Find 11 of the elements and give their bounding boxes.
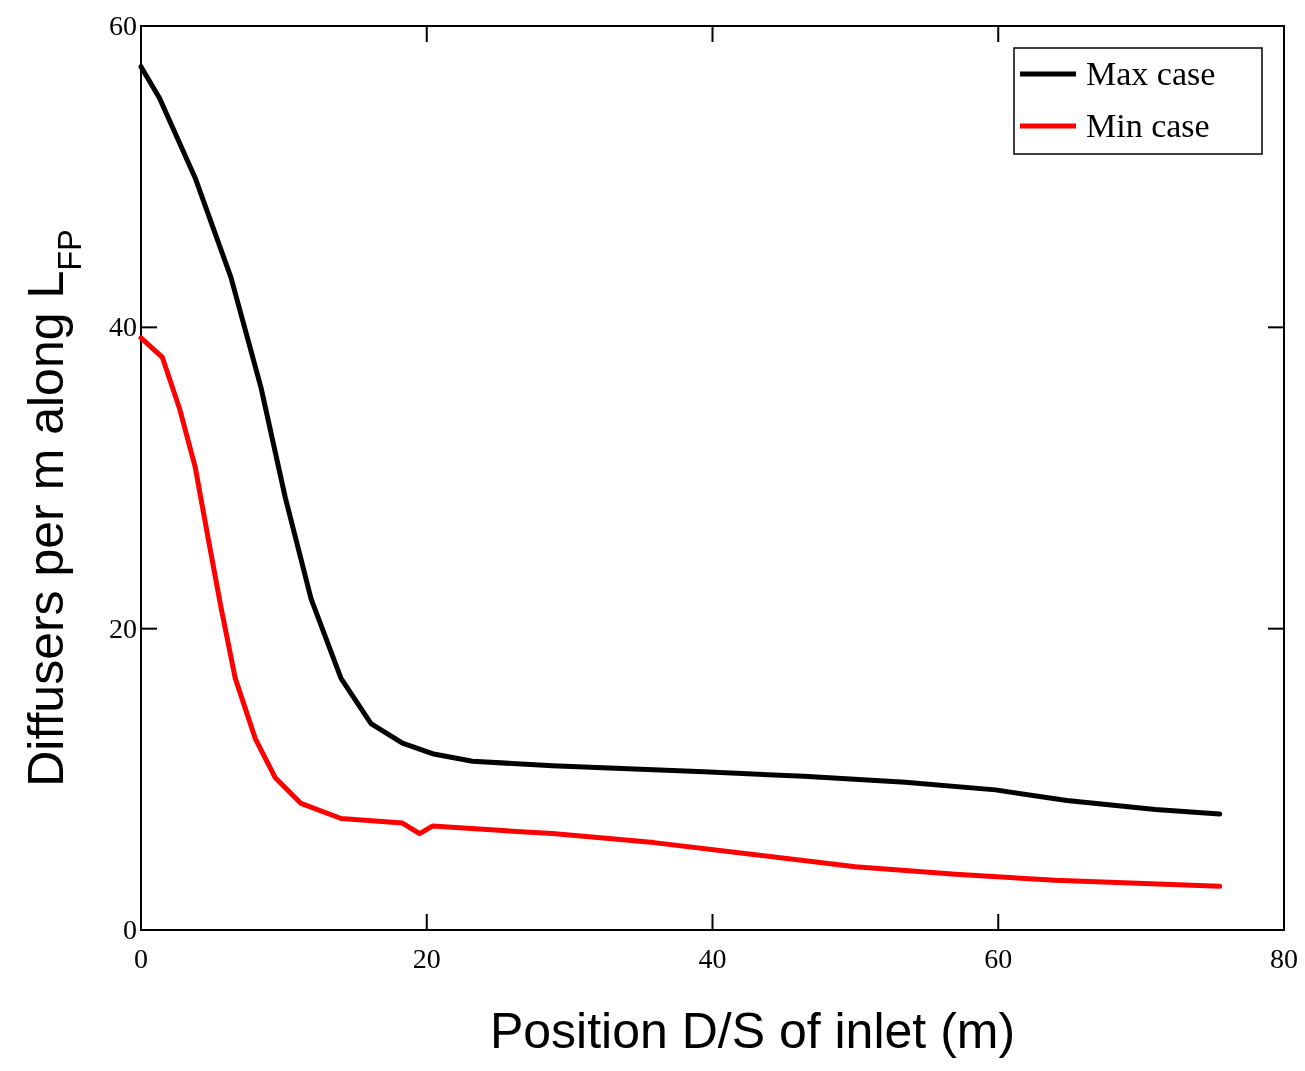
- x-tick-label: 20: [412, 943, 441, 974]
- x-tick-label: 40: [698, 943, 727, 974]
- legend-label: Min case: [1086, 107, 1210, 144]
- y-tick-label: 20: [109, 612, 137, 644]
- legend-label: Max case: [1086, 55, 1216, 92]
- x-tick-label: 80: [1270, 943, 1298, 974]
- y-tick-label: 0: [123, 914, 137, 945]
- x-axis-title: Position D/S of inlet (m): [489, 1003, 1016, 1059]
- x-tick-label: 60: [984, 943, 1013, 974]
- y-tick-label: 40: [109, 311, 137, 343]
- y-tick-label: 60: [109, 10, 137, 41]
